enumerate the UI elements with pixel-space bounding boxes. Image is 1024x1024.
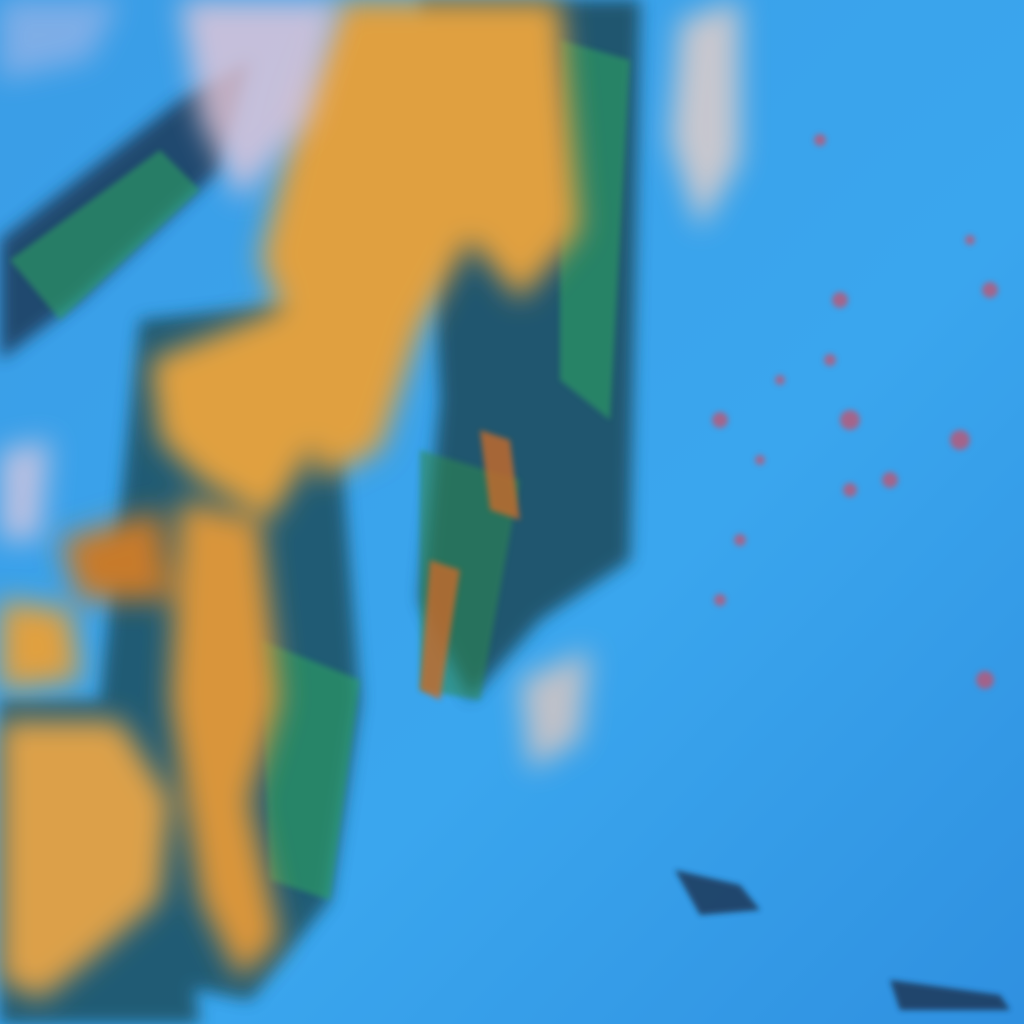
pink-cloud <box>0 0 740 770</box>
orange-streaks <box>420 430 520 700</box>
dark-cloud-specks <box>675 870 1010 1010</box>
orange-cloud-mass <box>0 0 580 1000</box>
red-speckles <box>712 134 998 689</box>
